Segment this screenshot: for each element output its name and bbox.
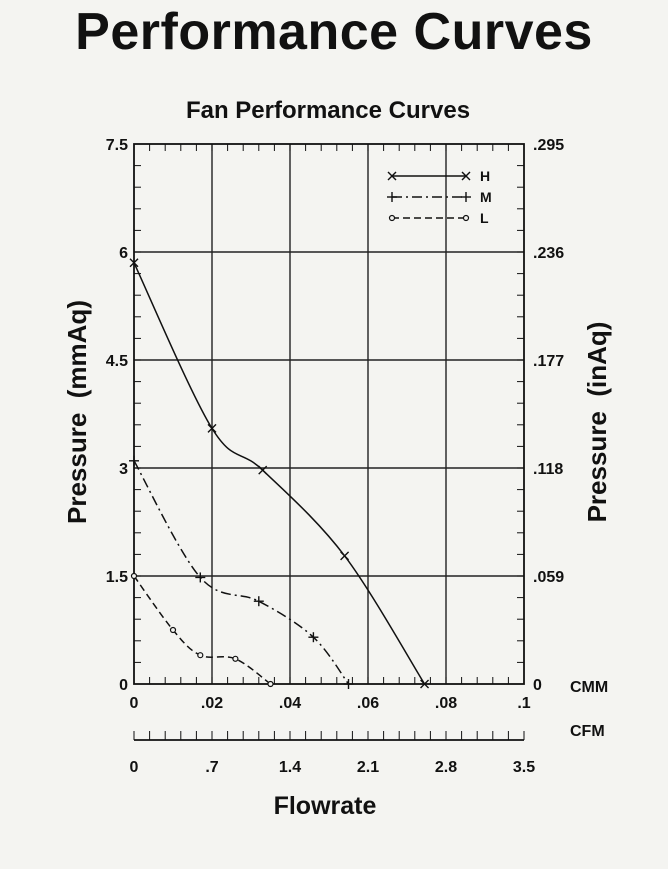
data-point-l: [197, 652, 204, 659]
x-tick-label: .08: [435, 695, 457, 712]
plot-border: [133, 143, 525, 685]
y2-tick-label: .118: [533, 461, 563, 478]
page-title: Performance Curves: [75, 3, 593, 61]
data-point-l: [130, 572, 138, 580]
x2-tick-label: 2.1: [357, 759, 379, 776]
y-tick-label: 1.5: [106, 569, 128, 586]
y-tick-label: 4.5: [106, 353, 128, 370]
data-point-h: [340, 551, 350, 561]
y2-tick-label: .295: [533, 137, 564, 154]
marker-stroke: [461, 171, 471, 181]
data-point-m: [129, 455, 139, 466]
data-point-h: [258, 465, 268, 475]
data-point-l: [232, 655, 239, 662]
data-point-m: [343, 679, 354, 689]
legend-marker-m: [461, 192, 471, 202]
series-group: [129, 258, 430, 689]
legend-marker-h: [387, 171, 397, 181]
data-point-h: [129, 258, 139, 268]
marker-stroke: [420, 679, 430, 689]
x-axis-label: Flowrate: [274, 792, 377, 820]
x-axis-secondary-unit: CFM: [570, 723, 605, 740]
x-tick-label: .06: [357, 695, 379, 712]
legend-marker-h: [461, 171, 471, 181]
marker-stroke: [129, 258, 139, 268]
series-line-h: [133, 262, 426, 685]
grid: [134, 144, 524, 684]
x2-tick-label: 3.5: [513, 759, 535, 776]
y-axis-label-left: Pressure (mmAq): [62, 300, 92, 524]
legend-label-m: M: [480, 189, 492, 205]
x-tick-label: .02: [201, 695, 223, 712]
x-tick-label: .1: [517, 695, 530, 712]
y-tick-label: 6: [119, 245, 128, 262]
x-tick-label: 0: [130, 695, 139, 712]
x2-tick-label: .7: [205, 759, 218, 776]
y2-tick-label: .177: [533, 353, 564, 370]
y2-tick-label: .059: [533, 569, 564, 586]
x-axis-primary-unit: CMM: [570, 679, 608, 696]
y2-tick-label: .236: [533, 245, 564, 262]
series-line-l: [133, 575, 271, 685]
data-point-l: [267, 680, 274, 688]
data-point-l: [169, 626, 177, 634]
legend: HML: [387, 168, 492, 226]
x-tick-label: .04: [279, 695, 301, 712]
legend-label-l: L: [480, 210, 489, 226]
y-tick-label: 0: [119, 677, 128, 694]
x2-tick-label: 1.4: [279, 759, 301, 776]
marker-stroke: [340, 551, 350, 561]
data-point-m: [308, 632, 319, 643]
marker-stroke: [207, 423, 217, 433]
data-point-m: [253, 596, 264, 607]
marker-stroke: [258, 465, 268, 475]
data-point-h: [207, 423, 217, 433]
series-line-m: [133, 460, 350, 685]
marker-stroke: [387, 171, 397, 181]
data-point-m: [195, 572, 206, 583]
legend-marker-m: [387, 192, 397, 202]
chart-title: Fan Performance Curves: [186, 97, 470, 124]
legend-marker-l: [388, 214, 396, 222]
y2-tick-label: 0: [533, 677, 542, 694]
axes: 0 01.5.0593.1184.5.1776.2367.5.2950.02.04…: [106, 137, 564, 776]
x2-tick-label: 0: [130, 759, 139, 776]
y-tick-label: 7.5: [106, 137, 128, 154]
plot-frame: [133, 143, 525, 685]
x2-tick-label: 2.8: [435, 759, 457, 776]
legend-marker-l: [462, 214, 470, 222]
y-tick-label: 3: [119, 461, 128, 478]
data-point-h: [420, 679, 430, 689]
y-axis-label-right: Pressure (inAq): [582, 322, 612, 523]
legend-label-h: H: [480, 168, 490, 184]
